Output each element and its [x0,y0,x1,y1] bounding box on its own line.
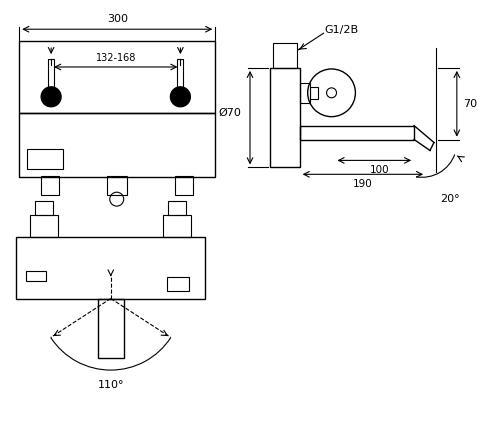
Bar [107,176,126,195]
Circle shape [170,87,190,107]
Bar [35,201,53,215]
Bar [48,59,54,87]
Text: 132-168: 132-168 [96,53,136,63]
Bar [176,176,194,195]
Bar [164,215,192,237]
Text: G1/2B: G1/2B [324,25,358,35]
Bar [98,299,124,358]
Bar [26,271,46,281]
Bar [300,83,310,103]
Bar [300,126,414,139]
Text: 300: 300 [106,14,128,24]
Bar [20,113,215,177]
Bar [30,215,58,237]
Bar [178,59,184,87]
Bar [270,68,300,167]
Text: 70: 70 [463,99,477,109]
Text: 100: 100 [370,165,389,175]
Bar [168,201,186,215]
Bar [20,41,215,113]
Text: 190: 190 [353,179,372,189]
Bar [27,149,63,169]
Text: 110°: 110° [98,380,124,390]
Bar [16,237,206,299]
Bar [273,43,296,68]
Bar [41,176,59,195]
Bar [168,277,190,291]
Circle shape [41,87,61,107]
Bar [310,87,318,99]
Text: Ø70: Ø70 [218,108,241,118]
Text: 20°: 20° [440,194,460,204]
